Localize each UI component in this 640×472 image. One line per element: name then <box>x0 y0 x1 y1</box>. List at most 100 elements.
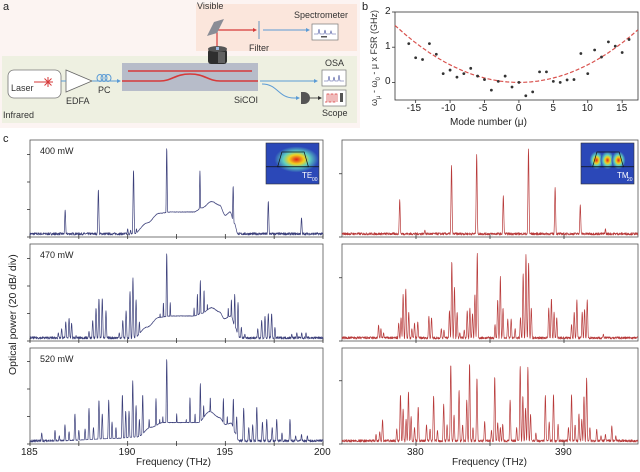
mode-index: 00 <box>312 177 318 183</box>
spectrum-trace <box>341 252 639 340</box>
data-point <box>538 70 541 74</box>
bus-waveguide <box>122 73 258 82</box>
osa-icon <box>321 69 347 87</box>
spectrum-panel-right-520mW <box>339 347 639 446</box>
spectrum-trace <box>341 148 638 236</box>
sicoi-chip <box>122 63 258 91</box>
arrow-icon <box>314 79 318 83</box>
panel-a-label: a <box>3 1 10 13</box>
data-point <box>496 79 500 83</box>
x-tick-label: 195 <box>216 447 234 458</box>
polarization-controller-icon <box>96 74 112 82</box>
panel-frame <box>341 243 639 342</box>
te00-mode-profile-inset <box>265 142 320 185</box>
mirror-icon <box>207 19 224 36</box>
osa-label: OSA <box>325 58 345 68</box>
spectrum-trace <box>29 359 324 443</box>
data-point <box>448 68 452 72</box>
data-point <box>593 48 597 52</box>
data-point <box>469 66 473 70</box>
photodetector-icon <box>301 92 310 104</box>
data-point <box>476 74 480 78</box>
x-tick-label: -15 <box>406 103 422 114</box>
data-point <box>545 70 548 74</box>
left-frequency-axis-label: Frequency (THz) <box>136 457 212 468</box>
arrow-icon <box>318 96 322 100</box>
filter-label: Filter <box>249 43 269 53</box>
data-point <box>586 72 590 75</box>
data-point <box>558 81 562 84</box>
data-point <box>606 40 610 44</box>
panel-frame <box>29 347 324 445</box>
right-frequency-axis-label: Frequency (THz) <box>452 457 528 468</box>
y-tick-label: 0 <box>385 76 391 88</box>
scope-label: Scope <box>322 108 348 118</box>
data-point <box>441 72 445 75</box>
pc-label: PC <box>98 85 111 95</box>
data-point <box>407 42 411 46</box>
x-tick-label: 5 <box>550 103 556 114</box>
data-point <box>414 56 418 60</box>
data-point <box>613 44 617 48</box>
scope-icon <box>322 89 347 107</box>
x-tick-label: 390 <box>555 447 572 458</box>
laser-star-icon <box>34 77 53 87</box>
data-point <box>510 85 514 89</box>
visible-label: Visible <box>197 1 224 11</box>
mode-index-wrap: 00 <box>312 176 318 183</box>
mode-index-wrap: 20 <box>627 176 633 183</box>
mode-label: TE <box>302 171 313 180</box>
fiber-line <box>261 83 298 99</box>
pump-power-label: 400 mW <box>40 146 74 156</box>
pump-power-label: 470 mW <box>40 250 74 260</box>
arrow-icon <box>296 96 300 100</box>
spectrum-panel-right-470mW <box>339 243 639 343</box>
x-tick-label: 185 <box>21 447 38 458</box>
x-tick-label: 200 <box>314 447 331 458</box>
data-point <box>503 74 507 78</box>
parabolic-fit-curve <box>394 24 639 83</box>
chip-label: SiCOI <box>234 95 259 105</box>
laser-label: Laser <box>11 83 34 93</box>
data-point <box>483 78 486 81</box>
x-tick-label: 190 <box>118 447 136 458</box>
data-point <box>565 78 569 82</box>
data-point <box>524 94 528 98</box>
y-tick-label: 1 <box>385 41 391 53</box>
data-point <box>421 58 424 61</box>
dispersion-x-axis-label: Mode number (μ) <box>450 117 527 128</box>
x-tick-label: 380 <box>407 447 424 458</box>
data-point <box>455 75 459 79</box>
data-point <box>551 79 555 83</box>
panel-frame <box>29 243 324 342</box>
optical-power-axis-label: Optical power (20 dB/ div) <box>7 254 19 375</box>
data-point <box>517 81 521 84</box>
spectrum-trace <box>341 364 639 443</box>
data-point <box>434 52 438 56</box>
arrow-icon <box>117 79 121 83</box>
objective-lens-icon <box>208 46 227 64</box>
dispersion-chart <box>392 11 639 103</box>
panel-c-label: c <box>3 133 9 145</box>
tm20-mode-profile-inset <box>580 142 635 185</box>
pump-power-label: 520 mW <box>40 354 74 364</box>
panel-b-label: b <box>362 1 369 13</box>
data-point <box>579 52 583 55</box>
data-point <box>428 42 431 46</box>
edfa-label: EDFA <box>66 96 90 106</box>
spectrum-trace <box>29 148 324 236</box>
x-tick-label: -10 <box>441 103 456 114</box>
data-point <box>600 55 603 59</box>
x-tick-label: 15 <box>616 103 628 114</box>
data-point <box>620 51 624 54</box>
x-tick-label: 10 <box>581 103 593 114</box>
mode-index: 20 <box>627 177 633 183</box>
panel-frame <box>341 347 639 445</box>
arrow-icon <box>253 28 257 32</box>
spectrum-panel-left-520mW <box>27 347 324 446</box>
x-tick-label: 0 <box>515 103 522 114</box>
data-point <box>627 38 631 41</box>
